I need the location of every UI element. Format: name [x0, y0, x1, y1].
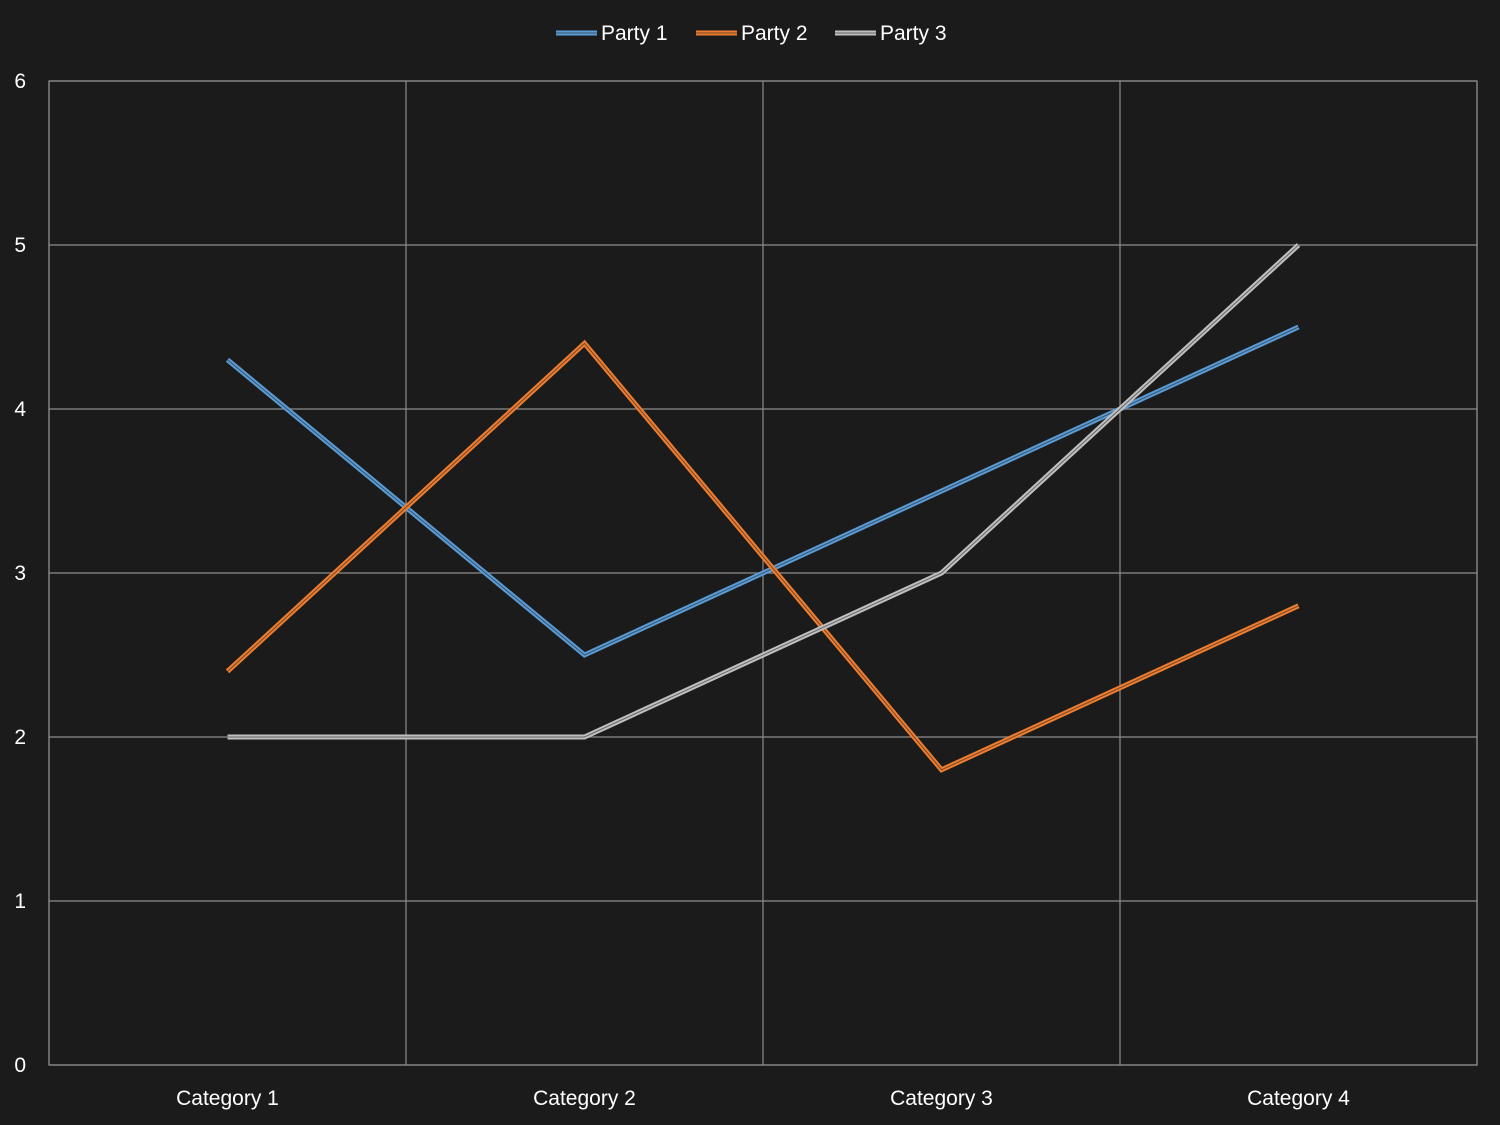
legend: Party 1 Party 2 Party 3: [556, 22, 947, 45]
y-tick-label-5: 5: [14, 234, 26, 257]
legend-item-party-2: Party 2: [696, 22, 808, 45]
x-tick-label-category-4: Category 4: [1247, 1087, 1350, 1110]
series-line-core-party-2: [227, 342, 1299, 771]
plot-area-border: [48, 80, 1478, 1066]
legend-label-party-2: Party 2: [741, 22, 808, 45]
series-line-core-party-3: [227, 244, 1299, 738]
y-tick-label-3: 3: [14, 562, 26, 585]
axis-labels: 0 1 2 3 4 5 6 Category 1 Category 2 Category 3 Cat…: [14, 70, 1350, 1110]
legend-item-party-1: Party 1: [556, 22, 668, 45]
y-tick-label-0: 0: [14, 1054, 26, 1077]
series-party-3: [227, 243, 1301, 740]
legend-item-party-3: Party 3: [835, 22, 947, 45]
legend-label-party-1: Party 1: [601, 22, 668, 45]
x-tick-label-category-2: Category 2: [533, 1087, 636, 1110]
y-tick-label-6: 6: [14, 70, 26, 93]
series-party-2: [225, 339, 1300, 773]
legend-label-party-3: Party 3: [880, 22, 947, 45]
y-tick-label-1: 1: [14, 890, 26, 913]
series-lines: [225, 243, 1301, 773]
y-tick-label-2: 2: [14, 726, 26, 749]
x-tick-label-category-3: Category 3: [890, 1087, 993, 1110]
y-tick-label-4: 4: [14, 398, 26, 421]
x-tick-label-category-1: Category 1: [176, 1087, 279, 1110]
